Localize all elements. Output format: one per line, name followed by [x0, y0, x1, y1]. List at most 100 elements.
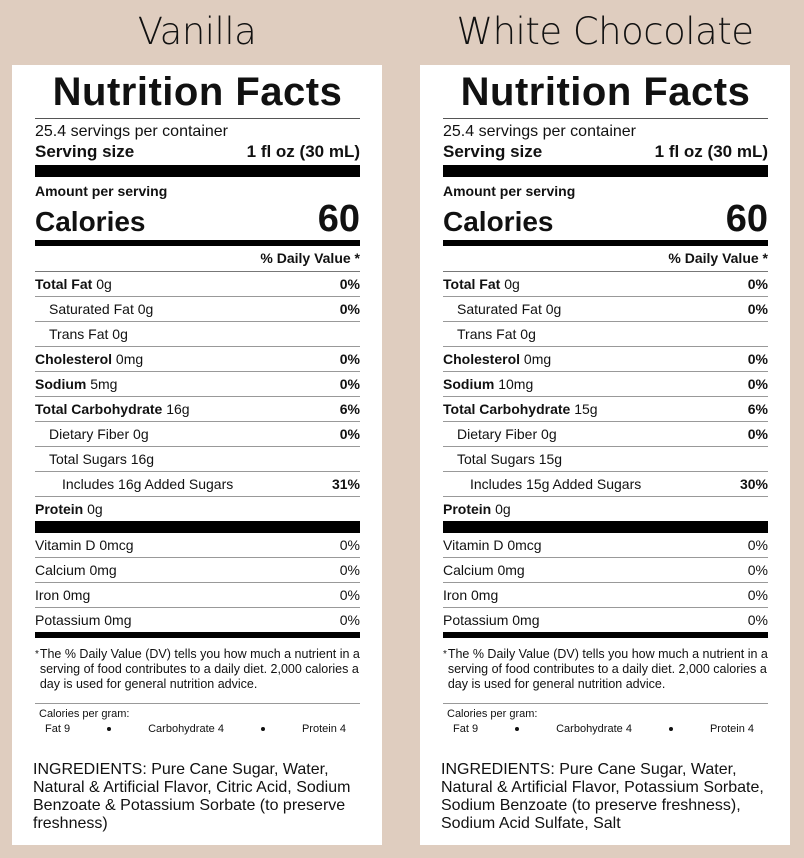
thick-bar — [443, 165, 768, 177]
nutrient: Protein 0g — [443, 501, 511, 517]
nutrient: Sodium 10mg — [443, 376, 533, 392]
nutrient-row: Saturated Fat 0g 0% — [35, 297, 360, 322]
nutrient-row: Total Sugars 15g — [443, 447, 768, 472]
nutrient-amount: 0g — [137, 301, 154, 317]
nutrient-amount: 0g — [96, 276, 112, 292]
nutrient: Trans Fat 0g — [49, 326, 128, 342]
nutrient-name: Trans Fat — [457, 326, 517, 342]
nutrient-row: Total Fat 0g 0% — [443, 272, 768, 297]
nutrient-row: Cholesterol 0mg 0% — [35, 347, 360, 372]
nutrient: Cholesterol 0mg — [443, 351, 551, 367]
footnote-mark: * — [35, 649, 39, 660]
footnote-text: The % Daily Value (DV) tells you how muc… — [447, 647, 768, 691]
nutrient-name: Sodium — [443, 376, 495, 392]
medium-bar — [35, 240, 360, 246]
nutrient: Includes 15g Added Sugars — [470, 476, 641, 492]
servings: 25.4 servings per container — [35, 123, 228, 140]
nutrient: Total Sugars 16g — [49, 451, 154, 467]
nutrient: Includes 16g Added Sugars — [62, 476, 233, 492]
nutrient: Total Carbohydrate 15g — [443, 401, 598, 417]
nutrient-name: Total Carbohydrate — [35, 401, 163, 417]
per-gram: Fat 9 Carbohydrate 4 Protein 4 — [443, 720, 768, 735]
vitamin-row: Vitamin D 0mcg 0% — [35, 533, 360, 558]
nutrient-dv: 0% — [339, 276, 360, 292]
nutrient-row: Includes 16g Added Sugars 31% — [35, 472, 360, 497]
nutrient: Total Sugars 15g — [457, 451, 562, 467]
calories-per-gram: Calories per gram: — [39, 708, 130, 720]
vitamin-dv: 0% — [747, 562, 768, 578]
nutrient-dv: 0% — [339, 376, 360, 392]
heading: Nutrition Facts — [443, 65, 768, 119]
nutrient: Trans Fat 0g — [457, 326, 536, 342]
footnote: * The % Daily Value (DV) tells you how mu… — [35, 647, 360, 704]
nutrient-dv: 31% — [331, 476, 360, 492]
footnote: * The % Daily Value (DV) tells you how mu… — [443, 647, 768, 704]
thick-bar — [35, 165, 360, 177]
medium-bar — [443, 632, 768, 638]
vitamin-dv: 0% — [747, 587, 768, 603]
nutrient: Protein 0g — [35, 501, 103, 517]
nutrient-row: Total Carbohydrate 15g 6% — [443, 397, 768, 422]
per-gram: Fat 9 Carbohydrate 4 Protein 4 — [35, 720, 360, 735]
nutrient-name: Total Fat — [443, 276, 501, 292]
vitamin-row: Potassium 0mg 0% — [443, 608, 768, 632]
serving-size-label: Serving size — [35, 142, 135, 161]
nutrient-amount: 0g — [87, 501, 103, 517]
nutrient-row: Protein 0g — [35, 497, 360, 521]
vitamin-name: Potassium 0mg — [443, 612, 540, 628]
nutrient-amount: 0mg — [523, 351, 552, 367]
thick-bar — [443, 521, 768, 533]
nutrient-amount: 0g — [133, 426, 149, 442]
per-gram-item: Carbohydrate 4 — [148, 723, 224, 735]
nutrient-dv: 0% — [339, 426, 360, 442]
nutrient-amount: 16g — [130, 451, 155, 467]
nutrient-row: Saturated Fat 0g 0% — [443, 297, 768, 322]
nutrient-amount: 0g — [541, 426, 557, 442]
nutrient-name: Cholesterol — [35, 351, 113, 367]
nutrient-amount: 0g — [520, 326, 536, 342]
nutrient: Total Carbohydrate 16g — [35, 401, 190, 417]
nutrient-dv: 6% — [339, 401, 360, 417]
vitamin-name: Iron 0mg — [35, 587, 91, 603]
nutrition-panel: Nutrition Facts 25.4 servings per contain… — [420, 65, 790, 845]
nutrient-row: Includes 15g Added Sugars 30% — [443, 472, 768, 497]
calories-label: Calories — [35, 206, 146, 237]
nutrient-name: Dietary Fiber — [457, 426, 538, 442]
nutrient-name: Includes 15g Added Sugars — [470, 476, 642, 492]
nutrient-amount: 16g — [166, 401, 190, 417]
nutrient-amount: 15g — [574, 401, 598, 417]
nutrient-dv: 0% — [747, 301, 768, 317]
serving-size: Serving size 1 fl oz (30 mL) — [35, 142, 360, 162]
nutrient-amount: 15g — [538, 451, 563, 467]
serving-size-value: 1 fl oz (30 mL) — [654, 142, 768, 161]
calories: Calories 60 — [443, 199, 768, 239]
nutrient-amount: 0g — [112, 326, 128, 342]
nutrient-row: Trans Fat 0g — [443, 322, 768, 347]
nutrient: Saturated Fat 0g — [457, 301, 561, 317]
nutrient-name: Total Sugars — [49, 451, 127, 467]
footnote-mark: * — [443, 649, 447, 660]
nutrient-row: Trans Fat 0g — [35, 322, 360, 347]
nutrient-dv: 0% — [747, 426, 768, 442]
vitamin-row: Calcium 0mg 0% — [35, 558, 360, 583]
nutrient-amount: 5mg — [90, 376, 118, 392]
nutrient-name: Total Carbohydrate — [443, 401, 571, 417]
ingredients: INGREDIENTS: Pure Cane Sugar, Water, Nat… — [33, 761, 351, 832]
amount-per-serving: Amount per serving — [443, 183, 576, 199]
per-gram-item: Fat 9 — [453, 723, 479, 735]
nutrient-name: Saturated Fat — [457, 301, 542, 317]
product-title: White Chocolate — [456, 10, 754, 53]
nutrient-dv: 0% — [747, 351, 768, 367]
medium-bar — [35, 632, 360, 638]
vitamin-name: Potassium 0mg — [35, 612, 132, 628]
vitamin-row: Potassium 0mg 0% — [35, 608, 360, 632]
vitamin-name: Iron 0mg — [443, 587, 499, 603]
nutrient: Saturated Fat 0g — [49, 301, 153, 317]
nutrient-row: Sodium 5mg 0% — [35, 372, 360, 397]
vitamin-name: Vitamin D 0mcg — [443, 537, 542, 553]
nutrient-name: Protein — [35, 501, 84, 517]
nutrient-row: Total Fat 0g 0% — [35, 272, 360, 297]
nutrient-amount: 0mg — [115, 351, 144, 367]
vitamin-name: Calcium 0mg — [35, 562, 117, 578]
